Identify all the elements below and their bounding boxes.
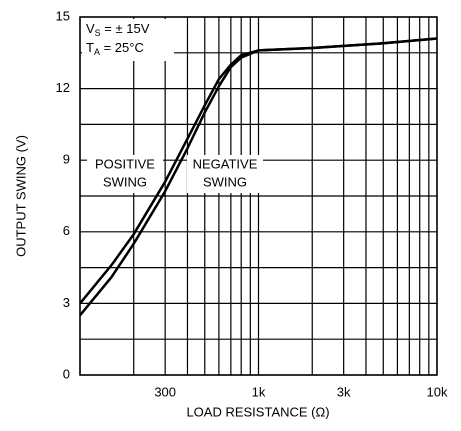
y-tick-label: 6 xyxy=(63,223,70,238)
series-label-background xyxy=(187,155,263,193)
annotation-main: V xyxy=(86,21,95,36)
annotation-sub: S xyxy=(95,28,101,38)
series-label: SWING xyxy=(203,174,247,189)
annotation-background xyxy=(82,19,174,61)
plot-frame xyxy=(79,16,438,376)
series-label-background xyxy=(87,155,163,193)
annotation: TA = 25°C xyxy=(86,40,144,57)
series-label: SWING xyxy=(103,174,147,189)
x-tick-label: 300 xyxy=(154,384,176,399)
annotation: VS = ± 15V xyxy=(86,21,150,38)
annotation-rest: = 25°C xyxy=(100,40,144,55)
x-tick-label: 1k xyxy=(252,384,266,399)
annotation-main: T xyxy=(86,40,94,55)
annotation-sub: A xyxy=(94,47,100,57)
y-tick-label: 9 xyxy=(63,152,70,167)
y-tick-label: 3 xyxy=(63,295,70,310)
x-axis-label: LOAD RESISTANCE (Ω) xyxy=(186,404,329,419)
x-tick-label: 3k xyxy=(337,384,351,399)
y-axis-label: OUTPUT SWING (V) xyxy=(13,135,28,257)
series-label: POSITIVE xyxy=(95,156,155,171)
y-tick-label: 0 xyxy=(63,366,70,381)
y-tick-label: 15 xyxy=(56,8,70,23)
series-label: NEGATIVE xyxy=(193,156,258,171)
annotation-rest: = ± 15V xyxy=(101,21,150,36)
y-tick-label: 12 xyxy=(56,80,70,95)
series-line xyxy=(79,37,438,317)
x-tick-label: 10k xyxy=(427,384,448,399)
